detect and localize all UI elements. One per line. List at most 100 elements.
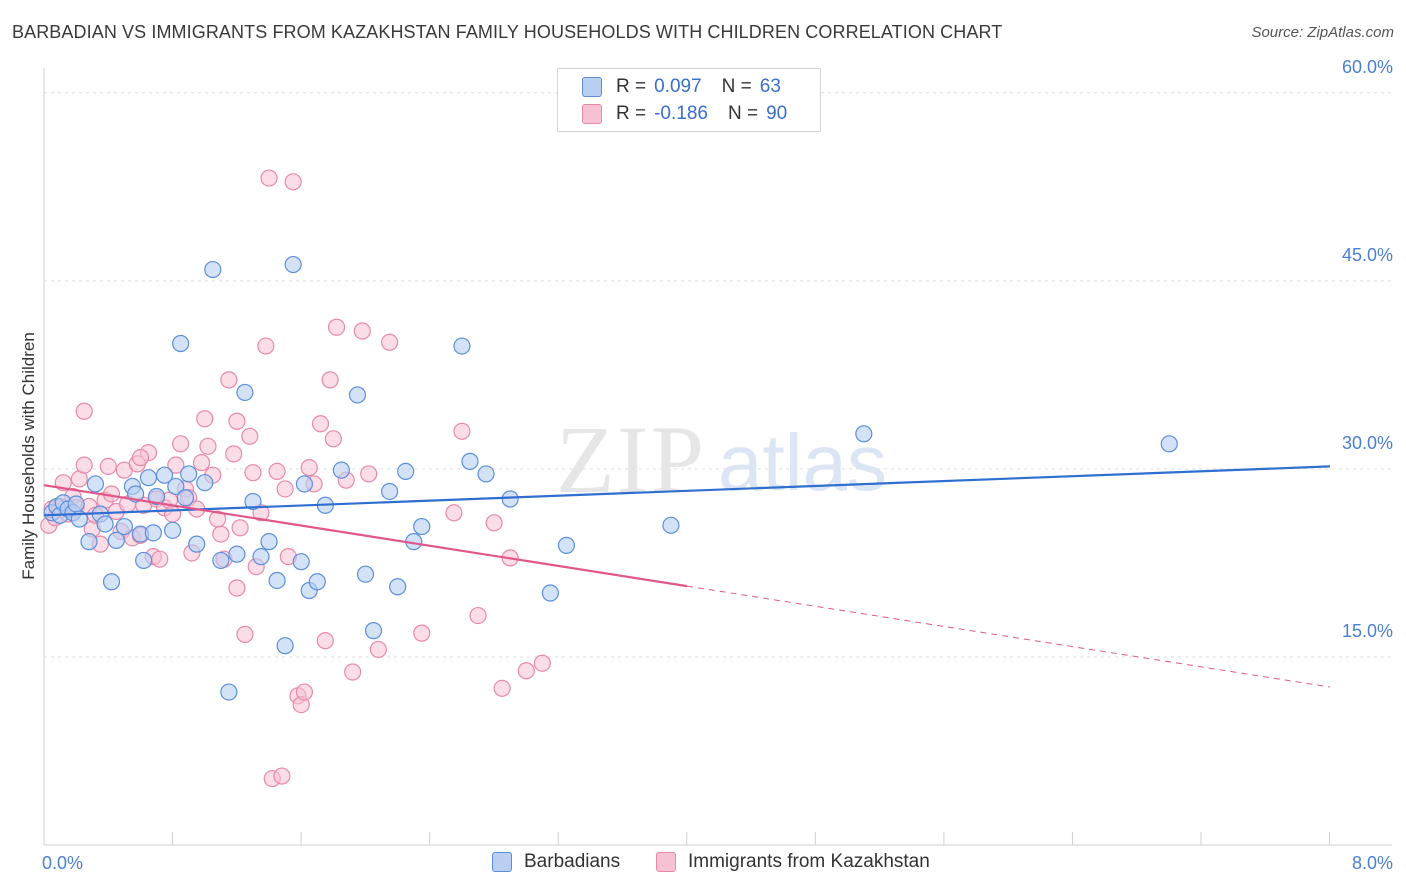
- kazakhstan-point: [196, 410, 214, 428]
- kazakhstan-point: [321, 371, 339, 389]
- barbadian-r-label: R =: [616, 76, 647, 97]
- kazakhstan-r-value: -0.186: [654, 103, 708, 124]
- kazakhstan-point: [199, 437, 217, 455]
- kazakhstan-n-value: 90: [766, 103, 788, 124]
- barbadian-point: [855, 425, 873, 443]
- kazakhstan-point: [517, 662, 535, 680]
- kazakhstan-swatch: [582, 104, 602, 124]
- barbadian-r-value: 0.097: [654, 76, 702, 97]
- kazakhstan-point: [469, 606, 487, 625]
- barbadian-point: [135, 551, 153, 570]
- barbadian-point: [86, 475, 105, 493]
- barbadian-trend-line: [43, 465, 1331, 517]
- barbadian-n-label: N =: [721, 76, 752, 97]
- kazakhstan-point: [164, 505, 182, 523]
- kazakhstan-point: [324, 430, 342, 448]
- kazakhstan-point: [360, 465, 378, 483]
- kazakhstan-point: [236, 625, 254, 643]
- barbadian-point: [292, 553, 310, 571]
- axes: [43, 68, 1392, 846]
- y-axis-label: Family Households with Children: [19, 332, 38, 580]
- kazakhstan-trend-extension: [686, 585, 1331, 688]
- kazakhstan-point: [493, 679, 511, 697]
- barbadian-point: [236, 383, 254, 402]
- kazakhstan-point: [453, 422, 471, 440]
- barbadian-point: [147, 487, 166, 506]
- kazakhstan-point: [212, 525, 230, 543]
- source-credit: Source: ZipAtlas.com: [1251, 24, 1394, 41]
- barbadian-point: [212, 551, 230, 570]
- kazakhstan-point: [533, 654, 551, 672]
- barbadian-point: [662, 516, 680, 534]
- kazakhstan-trend-line: [43, 484, 688, 588]
- legend-item-kazakhstan: Immigrants from Kazakhstan: [656, 851, 930, 873]
- kazakhstan-point: [75, 456, 93, 474]
- barbadian-point: [397, 462, 415, 481]
- barbadian-point: [1160, 435, 1178, 453]
- barbadian-point: [139, 469, 158, 487]
- barbadian-point: [176, 489, 195, 507]
- barbadian-point: [107, 531, 125, 549]
- kazakhstan-point: [257, 337, 275, 355]
- legend-row-kazakhstan: R = -0.186 N = 90: [582, 101, 787, 127]
- legend-row-barbadian: R = 0.097 N = 63: [582, 74, 781, 100]
- barbadian-point: [96, 515, 114, 533]
- kazakhstan-point: [316, 632, 334, 650]
- barbadian-point: [308, 573, 326, 591]
- watermark-zip: ZIP: [556, 406, 706, 513]
- kazakhstan-legend-label: Immigrants from Kazakhstan: [688, 851, 930, 872]
- kazakhstan-point: [228, 412, 246, 430]
- axis-labels: 15.0% 30.0% 45.0% 60.0% 0.0% 8.0%: [42, 57, 1393, 873]
- barbadian-point: [461, 452, 479, 470]
- barbadian-point: [172, 334, 190, 353]
- barbadian-point: [80, 533, 98, 551]
- barbadian-point: [364, 622, 383, 640]
- kazakhstan-point: [244, 464, 262, 482]
- barbadian-point: [252, 548, 270, 566]
- barbadian-point: [164, 521, 182, 539]
- barbadian-point: [268, 571, 286, 590]
- kazakhstan-point: [276, 480, 294, 498]
- kazakhstan-point: [273, 767, 291, 785]
- barbadian-point: [381, 482, 399, 501]
- barbadians-legend-label: Barbadians: [524, 851, 621, 872]
- barbadian-point: [244, 492, 262, 511]
- watermark: ZIP atlas: [556, 406, 887, 513]
- barbadian-point: [541, 584, 559, 602]
- y-tick-label: 30.0%: [1342, 433, 1393, 453]
- kazakhstan-point: [344, 663, 362, 681]
- barbadian-point: [356, 565, 375, 583]
- series-legend: Barbadians Immigrants from Kazakhstan: [0, 851, 1406, 879]
- barbadian-point: [295, 475, 314, 493]
- barbadian-point: [228, 545, 246, 563]
- kazakhstan-point: [241, 427, 259, 445]
- barbadian-point: [477, 465, 495, 483]
- kazakhstan-point: [284, 173, 302, 191]
- x-tick-label-max: 8.0%: [1352, 853, 1393, 873]
- barbadian-point: [204, 260, 222, 279]
- barbadian-n-value: 63: [759, 76, 781, 97]
- barbadian-point: [67, 495, 85, 513]
- kazakhstan-point: [300, 459, 318, 477]
- barbadian-point: [115, 517, 133, 536]
- kazakhstan-point: [228, 579, 246, 597]
- kazakhstan-point: [167, 456, 185, 474]
- kazakhstan-point: [231, 519, 249, 537]
- kazakhstan-point: [192, 454, 211, 472]
- barbadian-point: [348, 386, 367, 404]
- kazakhstan-r-label: R =: [616, 103, 647, 124]
- kazakhstan-legend-swatch: [656, 852, 676, 872]
- barbadian-point: [557, 536, 576, 554]
- barbadian-point: [413, 517, 431, 536]
- stats-legend: R = 0.097 N = 63 R = -0.186 N = 90: [557, 68, 821, 132]
- barbadian-point: [155, 466, 174, 484]
- kazakhstan-point: [260, 169, 278, 187]
- x-tick-label-min: 0.0%: [42, 853, 83, 873]
- kazakhstan-point: [369, 640, 387, 659]
- kazakhstan-point: [99, 457, 117, 475]
- barbadian-point: [167, 477, 185, 496]
- chart-title: BARBADIAN VS IMMIGRANTS FROM KAZAKHSTAN …: [12, 22, 1003, 42]
- barbadian-point: [144, 524, 162, 542]
- barbadian-point: [453, 337, 471, 355]
